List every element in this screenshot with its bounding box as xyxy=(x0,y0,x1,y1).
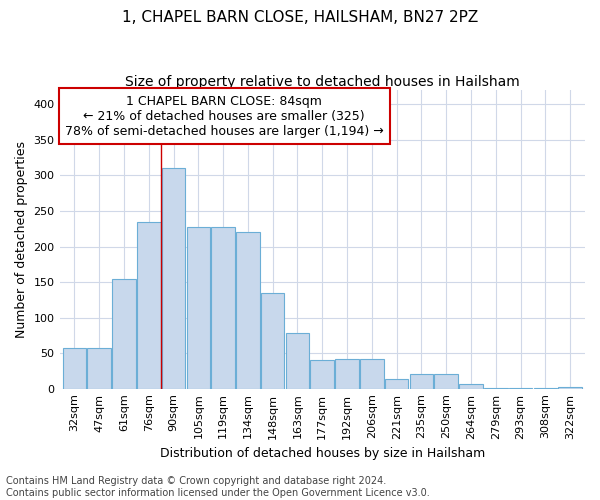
Bar xyxy=(137,222,161,388)
Bar xyxy=(162,168,185,388)
Bar xyxy=(211,226,235,388)
Bar xyxy=(187,226,210,388)
Bar xyxy=(88,348,111,389)
Bar xyxy=(236,232,260,388)
Bar xyxy=(385,378,409,388)
Bar xyxy=(360,359,383,388)
Bar xyxy=(112,278,136,388)
Bar xyxy=(434,374,458,388)
Text: 1, CHAPEL BARN CLOSE, HAILSHAM, BN27 2PZ: 1, CHAPEL BARN CLOSE, HAILSHAM, BN27 2PZ xyxy=(122,10,478,25)
Bar xyxy=(459,384,483,388)
Bar xyxy=(286,333,309,388)
X-axis label: Distribution of detached houses by size in Hailsham: Distribution of detached houses by size … xyxy=(160,447,485,460)
Bar xyxy=(410,374,433,388)
Y-axis label: Number of detached properties: Number of detached properties xyxy=(15,141,28,338)
Text: 1 CHAPEL BARN CLOSE: 84sqm
← 21% of detached houses are smaller (325)
78% of sem: 1 CHAPEL BARN CLOSE: 84sqm ← 21% of deta… xyxy=(65,94,383,138)
Bar xyxy=(310,360,334,388)
Title: Size of property relative to detached houses in Hailsham: Size of property relative to detached ho… xyxy=(125,75,520,89)
Bar xyxy=(62,348,86,389)
Bar xyxy=(335,359,359,388)
Bar xyxy=(261,292,284,388)
Text: Contains HM Land Registry data © Crown copyright and database right 2024.
Contai: Contains HM Land Registry data © Crown c… xyxy=(6,476,430,498)
